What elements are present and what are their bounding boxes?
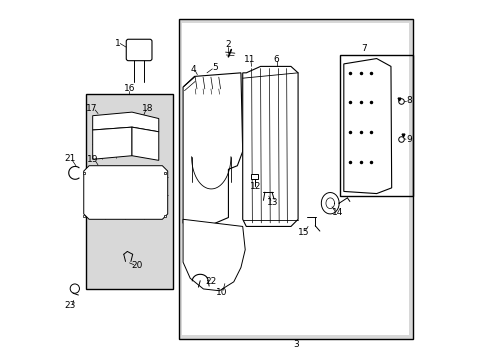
- Bar: [340, 55, 413, 196]
- Polygon shape: [183, 73, 242, 234]
- Text: 23: 23: [64, 301, 76, 310]
- Text: 1: 1: [114, 39, 120, 48]
- Polygon shape: [343, 59, 391, 194]
- Polygon shape: [132, 127, 159, 160]
- Bar: [85, 94, 173, 289]
- Bar: [85, 94, 173, 289]
- Text: 2: 2: [225, 40, 231, 49]
- Text: 15: 15: [297, 228, 308, 237]
- Text: 11: 11: [244, 55, 255, 64]
- Text: 4: 4: [191, 65, 196, 74]
- Text: 14: 14: [331, 208, 343, 217]
- Text: 20: 20: [131, 261, 142, 270]
- Text: 21: 21: [64, 154, 76, 163]
- Bar: [179, 19, 413, 339]
- Text: 9: 9: [405, 135, 411, 144]
- Polygon shape: [183, 219, 244, 291]
- Text: 17: 17: [86, 104, 98, 113]
- Text: 7: 7: [361, 44, 366, 53]
- FancyBboxPatch shape: [126, 39, 152, 61]
- Text: 10: 10: [215, 288, 226, 297]
- Polygon shape: [93, 127, 132, 159]
- Polygon shape: [83, 166, 167, 219]
- Text: 5: 5: [212, 63, 218, 72]
- Text: 8: 8: [405, 96, 411, 105]
- Text: 16: 16: [123, 84, 135, 93]
- Text: 6: 6: [273, 55, 279, 64]
- Bar: [179, 19, 413, 339]
- Text: 22: 22: [205, 277, 216, 286]
- Bar: [340, 55, 413, 196]
- Polygon shape: [93, 112, 159, 132]
- Text: 3: 3: [293, 340, 299, 349]
- Polygon shape: [242, 66, 298, 226]
- Bar: [182, 23, 408, 336]
- Text: 13: 13: [267, 198, 278, 207]
- Text: 19: 19: [87, 156, 98, 165]
- Text: 12: 12: [249, 181, 261, 190]
- Bar: [250, 174, 258, 179]
- Text: 18: 18: [142, 104, 153, 113]
